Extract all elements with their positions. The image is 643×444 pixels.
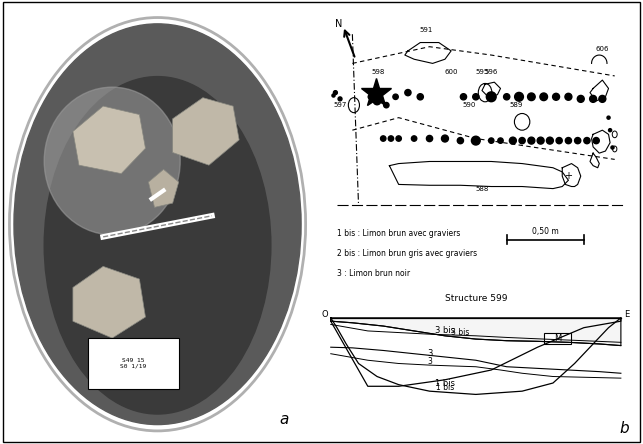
Text: 597: 597 bbox=[333, 102, 347, 108]
Text: 3: 3 bbox=[427, 349, 432, 358]
Point bbox=[366, 93, 376, 100]
Text: 3 bis: 3 bis bbox=[451, 328, 469, 337]
Point bbox=[471, 93, 481, 100]
Text: 0,50 m: 0,50 m bbox=[532, 227, 559, 237]
Point bbox=[563, 137, 574, 144]
Text: 1 bis: 1 bis bbox=[435, 379, 455, 388]
Point bbox=[551, 93, 561, 100]
Polygon shape bbox=[331, 318, 621, 345]
Text: 3: 3 bbox=[427, 357, 432, 366]
Point bbox=[575, 95, 586, 103]
Point bbox=[591, 137, 601, 144]
Point bbox=[539, 93, 549, 100]
Point bbox=[381, 102, 392, 109]
Polygon shape bbox=[172, 98, 239, 165]
Point bbox=[386, 135, 396, 142]
Point bbox=[390, 93, 401, 100]
Text: O: O bbox=[322, 310, 328, 319]
Point bbox=[378, 135, 388, 142]
Text: +: + bbox=[565, 171, 572, 181]
Text: 2 bis : Limon brun gris avec graviers: 2 bis : Limon brun gris avec graviers bbox=[337, 249, 477, 258]
Polygon shape bbox=[73, 106, 145, 174]
Point bbox=[517, 137, 527, 144]
Point bbox=[486, 93, 496, 100]
Text: S49 15
S0 1/19: S49 15 S0 1/19 bbox=[120, 358, 147, 369]
Text: 598: 598 bbox=[372, 69, 385, 75]
Point bbox=[588, 95, 598, 103]
Text: 1 bis: 1 bis bbox=[436, 384, 454, 392]
Point bbox=[458, 93, 469, 100]
Text: Structure 599: Structure 599 bbox=[444, 294, 507, 303]
Point bbox=[536, 137, 546, 144]
Text: 3 bis: 3 bis bbox=[435, 326, 455, 335]
Point bbox=[335, 95, 345, 103]
Point bbox=[495, 137, 505, 144]
Text: 600: 600 bbox=[444, 69, 458, 75]
Polygon shape bbox=[73, 266, 145, 338]
Text: 590: 590 bbox=[463, 102, 476, 108]
Point bbox=[606, 143, 617, 151]
Point bbox=[424, 135, 435, 142]
Point bbox=[597, 95, 608, 103]
Point bbox=[582, 137, 592, 144]
Point bbox=[526, 93, 536, 100]
Point bbox=[545, 137, 555, 144]
Point bbox=[409, 135, 419, 142]
Text: a: a bbox=[280, 412, 289, 427]
Ellipse shape bbox=[44, 76, 271, 414]
Text: 595: 595 bbox=[475, 69, 489, 75]
Point bbox=[502, 93, 512, 100]
Point bbox=[331, 89, 341, 96]
Text: b: b bbox=[619, 421, 629, 436]
FancyBboxPatch shape bbox=[544, 333, 572, 344]
Polygon shape bbox=[149, 170, 179, 207]
Text: 3 : Limon brun noir: 3 : Limon brun noir bbox=[337, 269, 410, 278]
Text: 606: 606 bbox=[595, 46, 609, 52]
Point bbox=[605, 127, 615, 134]
Point bbox=[563, 93, 574, 100]
Text: 588: 588 bbox=[475, 186, 489, 192]
Point bbox=[471, 137, 481, 144]
Point bbox=[328, 91, 338, 98]
Point bbox=[508, 137, 518, 144]
Text: N: N bbox=[335, 19, 342, 29]
Ellipse shape bbox=[44, 87, 180, 235]
Point bbox=[526, 137, 536, 144]
Text: E: E bbox=[624, 310, 629, 319]
Text: M: M bbox=[554, 334, 561, 343]
Text: 589: 589 bbox=[509, 102, 523, 108]
Text: 596: 596 bbox=[485, 69, 498, 75]
Point bbox=[394, 135, 404, 142]
Text: 591: 591 bbox=[420, 27, 433, 33]
Point bbox=[572, 137, 583, 144]
Point bbox=[514, 93, 524, 100]
Point bbox=[372, 97, 382, 104]
Text: 1 bis : Limon brun avec graviers: 1 bis : Limon brun avec graviers bbox=[337, 229, 460, 238]
Point bbox=[455, 137, 466, 144]
Point bbox=[440, 135, 450, 142]
Point bbox=[403, 89, 413, 96]
Ellipse shape bbox=[14, 24, 301, 424]
Point bbox=[415, 93, 426, 100]
Point bbox=[486, 137, 496, 144]
FancyBboxPatch shape bbox=[88, 338, 179, 389]
Point bbox=[603, 114, 613, 121]
Point bbox=[554, 137, 565, 144]
